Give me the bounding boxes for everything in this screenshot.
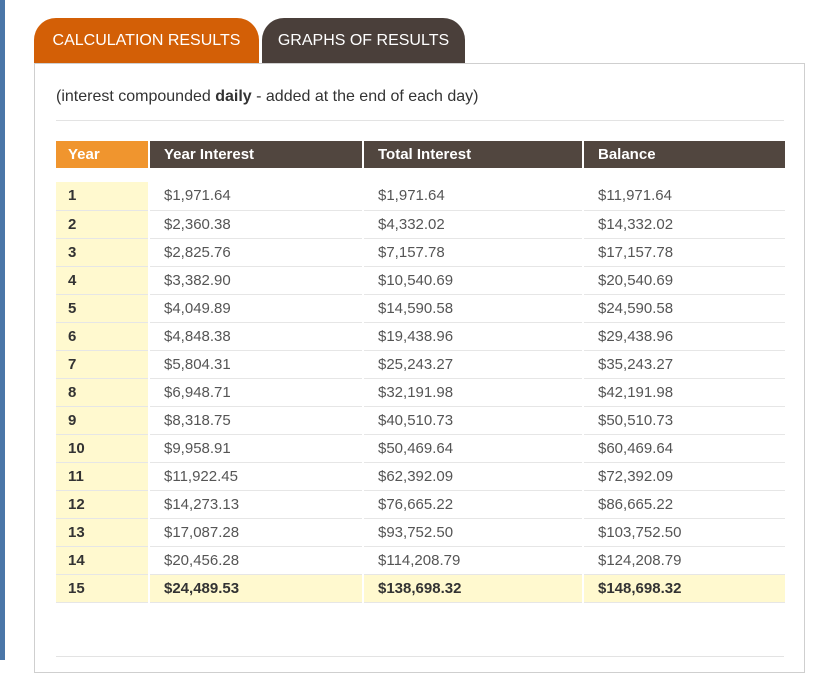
note-bold: daily: [215, 88, 252, 105]
cell-year-interest: $4,049.89: [149, 294, 364, 323]
cell-total-interest: $40,510.73: [363, 406, 584, 435]
results-table: Year Year Interest Total Interest Balanc…: [56, 141, 785, 603]
cell-balance: $72,392.09: [583, 462, 785, 491]
cell-balance: $60,469.64: [583, 434, 785, 463]
cell-total-interest: $25,243.27: [363, 350, 584, 379]
cell-total-interest: $93,752.50: [363, 518, 584, 547]
cell-total-interest: $62,392.09: [363, 462, 584, 491]
cell-balance: $29,438.96: [583, 322, 785, 351]
cell-balance: $86,665.22: [583, 490, 785, 519]
cell-balance: $148,698.32: [583, 574, 785, 603]
cell-year: 5: [56, 294, 150, 323]
cell-balance: $11,971.64: [583, 182, 785, 211]
cell-total-interest: $19,438.96: [363, 322, 584, 351]
table-header-row: Year Year Interest Total Interest Balanc…: [56, 141, 785, 168]
cell-total-interest: $76,665.22: [363, 490, 584, 519]
cell-total-interest: $7,157.78: [363, 238, 584, 267]
cell-balance: $14,332.02: [583, 210, 785, 239]
table-row: 14 $20,456.28 $114,208.79 $124,208.79: [56, 546, 785, 575]
cell-balance: $24,590.58: [583, 294, 785, 323]
results-body: 1 $1,971.64 $1,971.64 $11,971.64 2 $2,360.38 $…: [56, 168, 785, 603]
cell-balance: $35,243.27: [583, 350, 785, 379]
table-row: 11 $11,922.45 $62,392.09 $72,392.09: [56, 462, 785, 491]
cell-year: 12: [56, 490, 150, 519]
column-header-year: Year: [56, 141, 150, 168]
table-row: 15 $24,489.53 $138,698.32 $148,698.32: [56, 574, 785, 603]
cell-total-interest: $138,698.32: [363, 574, 584, 603]
cell-total-interest: $14,590.58: [363, 294, 584, 323]
cell-year-interest: $9,958.91: [149, 434, 364, 463]
results-panel: (interest compounded daily - added at th…: [34, 63, 805, 673]
column-header-total-interest: Total Interest: [363, 141, 584, 168]
table-row: 3 $2,825.76 $7,157.78 $17,157.78: [56, 238, 785, 267]
cell-year-interest: $8,318.75: [149, 406, 364, 435]
cell-year: 1: [56, 182, 150, 211]
cell-balance: $17,157.78: [583, 238, 785, 267]
cell-year-interest: $11,922.45: [149, 462, 364, 491]
tab-graphs-of-results[interactable]: GRAPHS OF RESULTS: [262, 18, 465, 63]
table-row: 4 $3,382.90 $10,540.69 $20,540.69: [56, 266, 785, 295]
cell-year-interest: $20,456.28: [149, 546, 364, 575]
cell-year: 7: [56, 350, 150, 379]
cell-year-interest: $17,087.28: [149, 518, 364, 547]
cell-year: 6: [56, 322, 150, 351]
cell-year: 10: [56, 434, 150, 463]
cell-year: 11: [56, 462, 150, 491]
tab-calculation-results[interactable]: CALCULATION RESULTS: [34, 18, 259, 63]
cell-year-interest: $5,804.31: [149, 350, 364, 379]
column-header-year-interest: Year Interest: [149, 141, 364, 168]
cell-total-interest: $10,540.69: [363, 266, 584, 295]
cell-balance: $103,752.50: [583, 518, 785, 547]
cell-year-interest: $2,825.76: [149, 238, 364, 267]
cell-year: 9: [56, 406, 150, 435]
table-row: 2 $2,360.38 $4,332.02 $14,332.02: [56, 210, 785, 239]
left-accent-bar: [0, 0, 5, 660]
cell-balance: $124,208.79: [583, 546, 785, 575]
cell-year-interest: $1,971.64: [149, 182, 364, 211]
cell-total-interest: $50,469.64: [363, 434, 584, 463]
cell-year-interest: $24,489.53: [149, 574, 364, 603]
table-row: 6 $4,848.38 $19,438.96 $29,438.96: [56, 322, 785, 351]
cell-year-interest: $4,848.38: [149, 322, 364, 351]
table-row: 12 $14,273.13 $76,665.22 $86,665.22: [56, 490, 785, 519]
cell-year: 8: [56, 378, 150, 407]
table-row: 5 $4,049.89 $14,590.58 $24,590.58: [56, 294, 785, 323]
cell-total-interest: $1,971.64: [363, 182, 584, 211]
cell-balance: $20,540.69: [583, 266, 785, 295]
cell-year: 4: [56, 266, 150, 295]
header-spacer: [56, 168, 785, 182]
cell-total-interest: $32,191.98: [363, 378, 584, 407]
column-header-balance: Balance: [583, 141, 785, 168]
cell-year: 14: [56, 546, 150, 575]
cell-year: 13: [56, 518, 150, 547]
divider: [56, 120, 784, 121]
table-row: 13 $17,087.28 $93,752.50 $103,752.50: [56, 518, 785, 547]
cell-year: 2: [56, 210, 150, 239]
cell-year: 3: [56, 238, 150, 267]
compounding-note: (interest compounded daily - added at th…: [56, 88, 479, 106]
table-row: 9 $8,318.75 $40,510.73 $50,510.73: [56, 406, 785, 435]
cell-total-interest: $114,208.79: [363, 546, 584, 575]
table-row: 1 $1,971.64 $1,971.64 $11,971.64: [56, 182, 785, 211]
bottom-divider: [56, 656, 784, 657]
cell-balance: $50,510.73: [583, 406, 785, 435]
cell-year: 15: [56, 574, 150, 603]
cell-year-interest: $3,382.90: [149, 266, 364, 295]
note-prefix: (interest compounded: [56, 88, 216, 105]
cell-year-interest: $2,360.38: [149, 210, 364, 239]
cell-balance: $42,191.98: [583, 378, 785, 407]
cell-year-interest: $14,273.13: [149, 490, 364, 519]
table-row: 7 $5,804.31 $25,243.27 $35,243.27: [56, 350, 785, 379]
cell-year-interest: $6,948.71: [149, 378, 364, 407]
cell-total-interest: $4,332.02: [363, 210, 584, 239]
table-row: 8 $6,948.71 $32,191.98 $42,191.98: [56, 378, 785, 407]
table-row: 10 $9,958.91 $50,469.64 $60,469.64: [56, 434, 785, 463]
note-suffix: - added at the end of each day): [251, 88, 479, 105]
